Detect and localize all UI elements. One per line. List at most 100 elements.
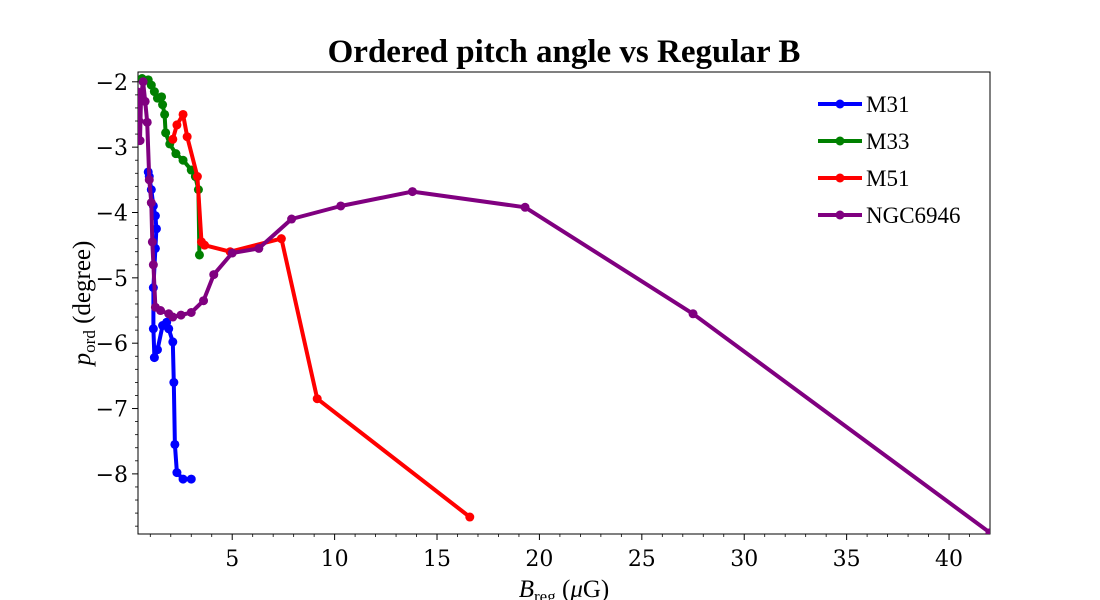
y-axis-label-sub: ord	[80, 330, 99, 353]
data-point-m31	[186, 474, 196, 484]
data-point-m31	[172, 468, 182, 478]
data-point-m33	[194, 250, 204, 260]
x-tick-label-10: 10	[321, 547, 349, 572]
y-tick-label-7: −7	[96, 398, 128, 423]
data-point-m51	[182, 132, 192, 142]
y-tick-label-4: −4	[96, 201, 128, 226]
data-point-ngc6946	[138, 90, 146, 100]
legend-item-m31: M31	[818, 92, 909, 117]
data-point-ngc6946	[688, 309, 698, 319]
y-tick-label-3: −3	[96, 136, 128, 161]
x-tick-label-30: 30	[730, 547, 758, 572]
data-point-m31	[178, 474, 188, 484]
data-point-ngc6946	[336, 201, 346, 211]
data-point-ngc6946	[140, 96, 150, 106]
data-point-m31	[148, 324, 158, 334]
data-point-m51	[178, 109, 188, 119]
data-point-m51	[168, 134, 178, 144]
data-point-m33	[171, 149, 181, 159]
series-m51	[168, 109, 475, 522]
y-axis-label: pord (degree)	[69, 241, 99, 368]
chart-title: Ordered pitch angle vs Regular B	[328, 34, 801, 70]
plot-area: 5 10 15 20 25 30 35 40 −2 −3 −4 −5 −6 −7 −8	[96, 71, 991, 572]
data-point-m31	[170, 439, 180, 449]
data-point-ngc6946	[520, 202, 530, 212]
data-point-ngc6946	[138, 116, 144, 126]
data-point-ngc6946	[407, 187, 417, 197]
data-point-ngc6946	[146, 198, 156, 208]
data-point-m51	[200, 240, 210, 250]
data-point-m51	[276, 234, 286, 244]
legend-label-m31: M31	[866, 92, 909, 117]
data-point-ngc6946	[287, 214, 297, 224]
data-point-ngc6946	[156, 306, 166, 316]
data-point-m33	[160, 109, 170, 119]
x-tick-label-20: 20	[525, 547, 553, 572]
legend-swatch-marker	[835, 173, 845, 183]
data-point-ngc6946	[186, 307, 196, 317]
data-point-m51	[172, 120, 182, 130]
y-tick-label-5: −5	[96, 267, 128, 292]
data-point-m51	[312, 394, 322, 404]
data-point-ngc6946	[985, 528, 990, 534]
axes-frame	[137, 71, 991, 535]
data-point-ngc6946	[199, 296, 209, 306]
data-point-ngc6946	[176, 310, 186, 320]
y-axis-label-rest: (degree)	[69, 241, 96, 331]
data-point-m33	[178, 155, 188, 165]
x-axis-label-sub: reg	[534, 587, 556, 600]
data-point-ngc6946	[138, 77, 148, 87]
data-point-m33	[157, 92, 167, 102]
data-point-m31	[152, 345, 162, 355]
series-line-m51	[170, 112, 472, 519]
series-line-ngc6946	[138, 79, 990, 534]
data-point-m31	[169, 377, 179, 387]
series-m33	[138, 74, 204, 260]
legend-swatch-marker	[835, 99, 845, 109]
legend-item-m33: M33	[818, 129, 909, 154]
data-point-m31	[168, 337, 178, 347]
x-axis-label-base: B	[519, 576, 534, 600]
legend-label-ngc6946: NGC6946	[866, 203, 961, 228]
x-tick-label-25: 25	[628, 547, 656, 572]
data-point-ngc6946	[168, 312, 178, 322]
data-point-m33	[161, 128, 171, 138]
x-tick-label-15: 15	[423, 547, 451, 572]
series-ngc6946	[138, 77, 990, 534]
legend-item-m51: M51	[818, 166, 909, 191]
x-axis: 5 10 15 20 25 30 35 40	[149, 534, 970, 572]
data-point-ngc6946	[227, 248, 237, 258]
x-tick-label-35: 35	[833, 547, 861, 572]
data-point-ngc6946	[147, 237, 157, 247]
legend-label-m51: M51	[866, 166, 909, 191]
data-point-m31	[149, 353, 159, 363]
legend-item-ngc6946: NGC6946	[818, 203, 961, 228]
y-tick-label-6: −6	[96, 332, 128, 357]
data-point-ngc6946	[148, 260, 158, 270]
data-point-m51	[192, 172, 202, 182]
data-point-m31	[151, 224, 161, 234]
y-tick-label-2: −2	[96, 71, 128, 96]
y-tick-label-8: −8	[96, 463, 128, 488]
x-axis-label-unit: G)	[583, 576, 609, 600]
series-layer	[138, 74, 990, 534]
x-tick-label-40: 40	[935, 547, 963, 572]
y-axis-label-base: p	[69, 353, 96, 368]
x-axis-label: Breg (μG)	[519, 576, 610, 600]
legend: M31 M33 M51 NGC6946	[818, 92, 961, 228]
data-point-m51	[465, 512, 475, 522]
x-axis-label-open: (	[556, 576, 571, 600]
data-point-ngc6946	[254, 243, 264, 253]
data-point-m33	[158, 100, 168, 110]
data-point-ngc6946	[144, 175, 154, 185]
x-tick-label-5: 5	[225, 547, 239, 572]
legend-label-m33: M33	[866, 129, 909, 154]
data-point-ngc6946	[138, 136, 145, 146]
data-point-ngc6946	[209, 270, 219, 280]
data-point-m31	[164, 324, 174, 334]
y-axis: −2 −3 −4 −5 −6 −7 −8	[96, 71, 138, 527]
data-point-ngc6946	[142, 117, 152, 127]
legend-swatch-marker	[835, 210, 845, 220]
x-axis-label-mu: μ	[569, 576, 583, 600]
